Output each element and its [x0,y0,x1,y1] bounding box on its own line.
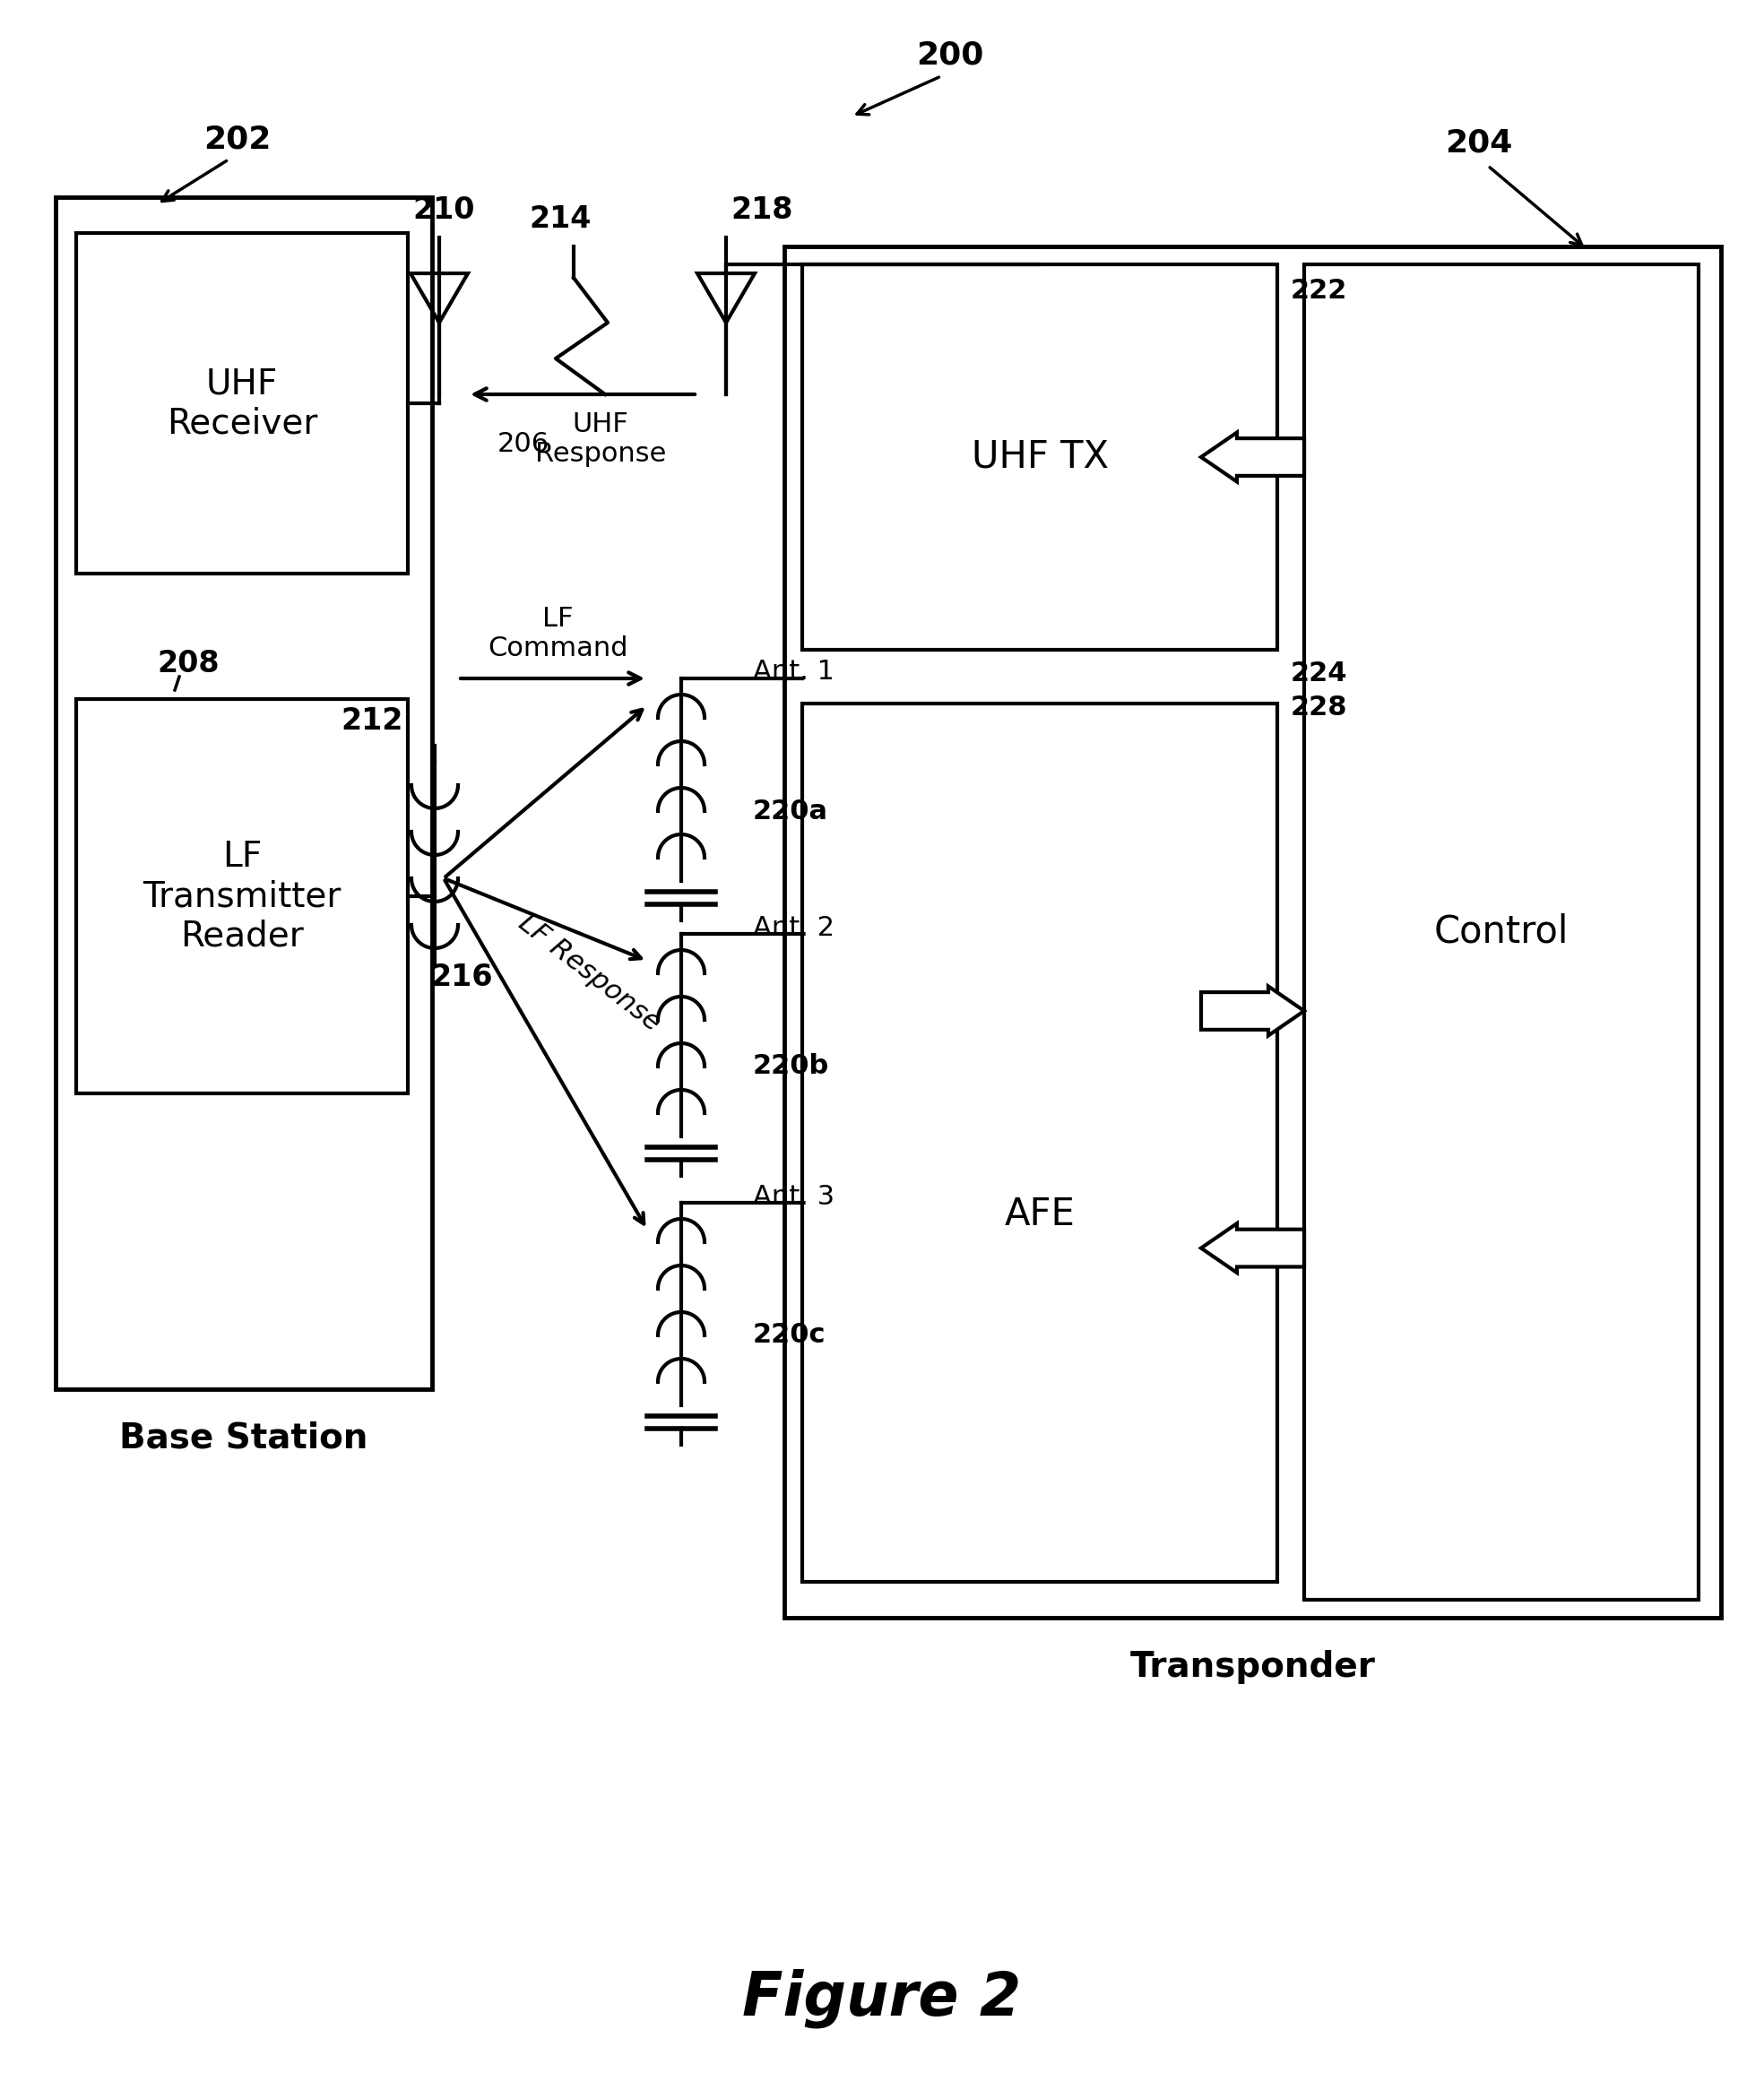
Text: UHF TX: UHF TX [972,439,1108,477]
Text: Figure 2: Figure 2 [743,1969,1021,2029]
Bar [803,265,1277,650]
Text: 220b: 220b [753,1053,829,1081]
Text: Ant. 3: Ant. 3 [753,1183,834,1210]
Text: 228: 228 [1291,694,1348,721]
Bar [76,698,407,1093]
Text: LF
Transmitter
Reader: LF Transmitter Reader [143,840,340,953]
Text: 220a: 220a [753,798,829,823]
Text: 202: 202 [205,123,272,155]
Bar [76,232,407,573]
Text: Ant. 1: Ant. 1 [753,658,834,686]
Text: 222: 222 [1291,278,1348,303]
Text: 200: 200 [916,40,984,71]
Text: 216: 216 [430,961,492,991]
Bar [1304,265,1699,1599]
Text: 208: 208 [157,648,219,677]
Bar [785,247,1722,1618]
Text: 210: 210 [413,196,475,226]
Text: 220c: 220c [753,1323,826,1348]
Bar [803,704,1277,1582]
Text: 204: 204 [1445,127,1514,159]
Text: Base Station: Base Station [120,1421,369,1455]
Text: UHF
Response: UHF Response [534,412,667,468]
Text: Ant. 2: Ant. 2 [753,915,834,941]
Text: 206: 206 [497,431,550,456]
Polygon shape [1201,986,1304,1035]
Text: 214: 214 [529,205,591,234]
Text: 212: 212 [340,706,404,736]
Text: UHF
Receiver: UHF Receiver [166,366,318,441]
Polygon shape [1201,1223,1304,1273]
Text: 218: 218 [730,196,794,226]
Text: LF
Command: LF Command [489,606,628,663]
Text: Control: Control [1434,913,1568,951]
Bar [56,196,432,1390]
Text: LF Response: LF Response [513,909,665,1037]
Text: Transponder: Transponder [1131,1649,1376,1685]
Polygon shape [1201,433,1304,481]
Text: AFE: AFE [1004,1195,1074,1233]
Text: 224: 224 [1291,660,1348,686]
